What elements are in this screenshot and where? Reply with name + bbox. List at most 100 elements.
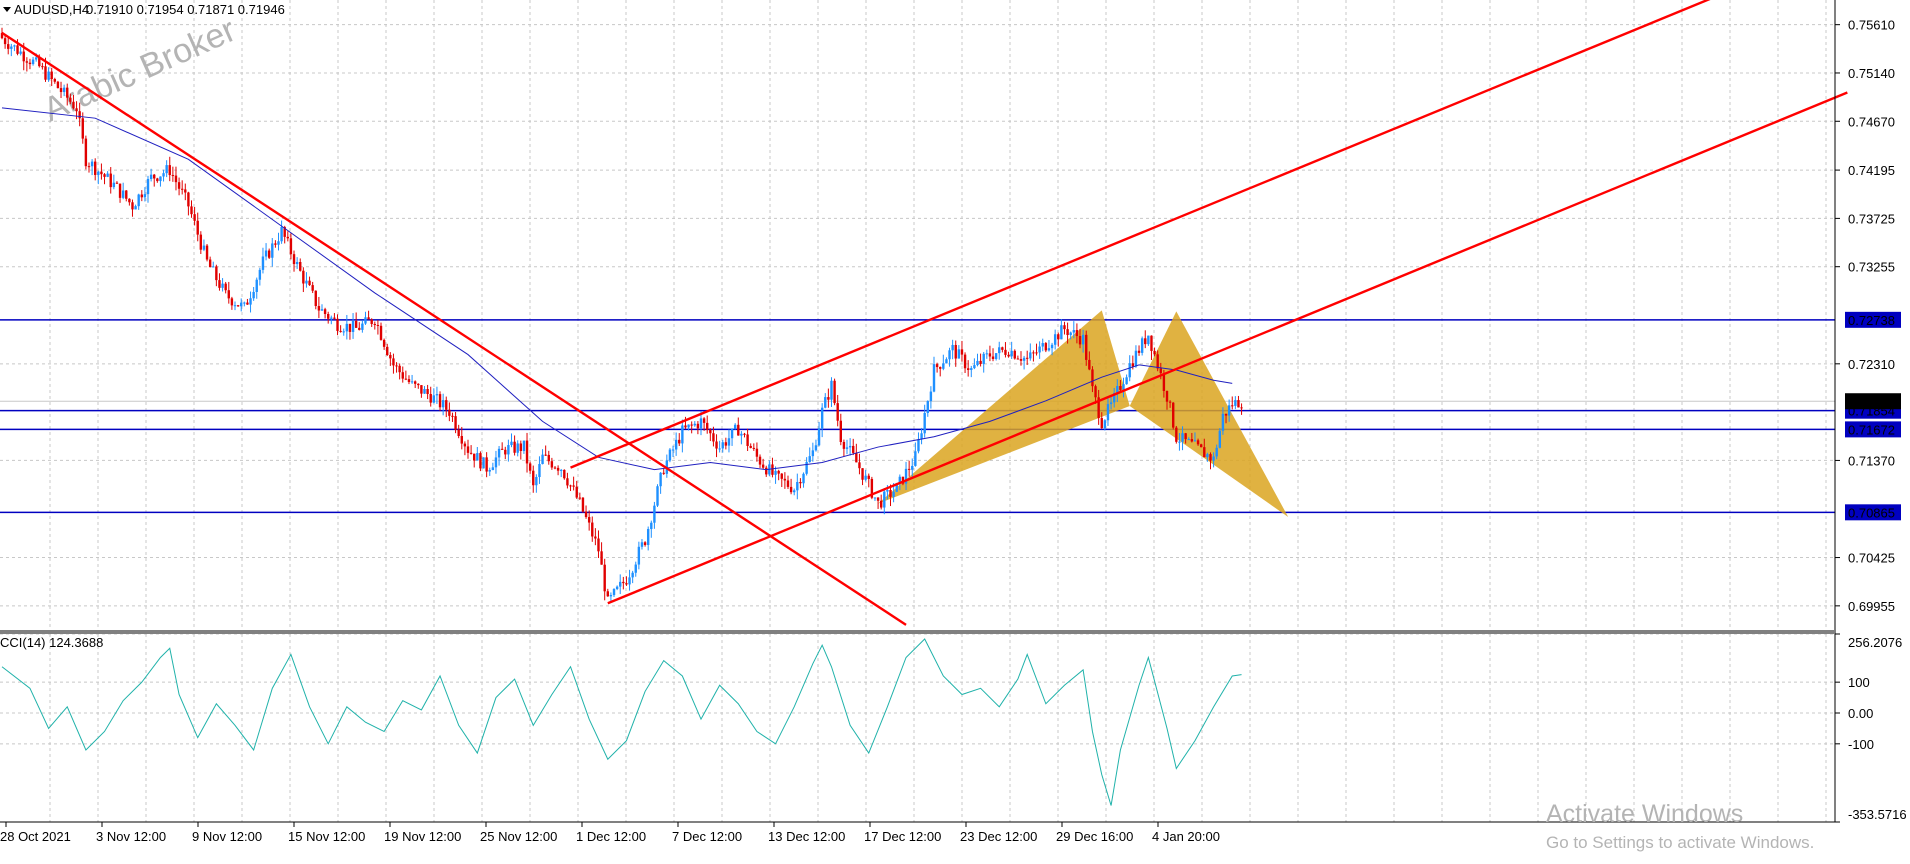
candle-body — [221, 283, 224, 288]
candle-body — [1212, 456, 1215, 461]
candle-body — [407, 379, 411, 383]
time-tick-label: 1 Dec 12:00 — [576, 829, 646, 844]
candle-body — [668, 449, 672, 461]
candle-body — [799, 481, 802, 484]
candle-body — [22, 51, 25, 62]
pane-separator — [0, 630, 1835, 634]
candle-body — [817, 428, 821, 446]
price-axis[interactable]: 0.75610 0.75140 0.74670 0.74195 0.73725 0.732… — [1835, 18, 1901, 614]
candle-body — [1047, 348, 1051, 351]
candle-body — [945, 359, 948, 364]
candle-body — [855, 452, 858, 463]
candle-body — [510, 441, 513, 446]
candle-body — [960, 349, 964, 355]
candle-body — [824, 397, 827, 408]
candle-body — [379, 325, 383, 340]
candle-body — [730, 428, 734, 439]
candle-body — [454, 416, 457, 430]
candle-body — [681, 425, 684, 444]
candle-body — [619, 581, 622, 587]
candle-body — [137, 194, 140, 207]
candle-body — [330, 317, 333, 319]
candle-body — [146, 178, 150, 195]
candle-body — [1159, 368, 1162, 374]
candle-body — [755, 448, 759, 457]
candle-body — [740, 433, 743, 436]
cci-pane[interactable] — [1, 638, 1242, 806]
candle-body — [1237, 400, 1240, 408]
candle-body — [513, 441, 516, 453]
candle-body — [861, 468, 864, 480]
candle-body — [392, 358, 395, 366]
candle-body — [643, 542, 647, 545]
candle-body — [59, 88, 63, 93]
candle-body — [1218, 430, 1222, 448]
candle-body — [323, 309, 327, 314]
candle-body — [678, 439, 681, 444]
candle-body — [1085, 334, 1088, 360]
price-tick-label: 0.74670 — [1848, 114, 1895, 129]
candle-body — [1206, 454, 1209, 458]
candle-body — [727, 438, 731, 446]
candle-body — [923, 412, 926, 434]
price-tick-label: 0.70425 — [1848, 551, 1895, 566]
candle-body — [622, 581, 625, 584]
time-tick-label: 15 Nov 12:00 — [288, 829, 365, 844]
candle-body — [236, 305, 240, 307]
time-axis[interactable]: 28 Oct 2021 3 Nov 12:00 9 Nov 12:00 15 Nov … — [0, 822, 1220, 844]
candle-body — [1231, 405, 1234, 407]
candle-body — [696, 423, 700, 429]
candle-body — [283, 227, 286, 237]
candle-body — [873, 497, 877, 499]
candle-body — [1044, 343, 1048, 351]
candle-body — [267, 250, 271, 258]
candle-body — [277, 241, 280, 245]
candle-body — [314, 290, 317, 307]
candle-body — [1131, 363, 1135, 367]
candle-body — [1066, 329, 1069, 336]
candle-body — [1022, 357, 1026, 361]
candle-body — [1019, 359, 1023, 361]
candle-body — [463, 443, 467, 447]
candle-body — [382, 339, 386, 347]
candle-body — [1122, 384, 1125, 390]
candle-body — [56, 81, 60, 89]
candle-body — [361, 323, 364, 330]
candle-body — [541, 454, 544, 465]
candle-body — [1165, 390, 1169, 402]
candle-body — [1057, 334, 1060, 340]
candle-body — [1187, 439, 1190, 441]
candle-body — [612, 589, 616, 596]
candle-body — [1100, 418, 1103, 429]
time-tick-label: 28 Oct 2021 — [0, 829, 71, 844]
cci-tick-label: 100 — [1848, 675, 1870, 690]
candle-body — [528, 463, 532, 471]
candle-body — [466, 446, 470, 453]
candle-body — [373, 323, 376, 325]
candle-body — [1010, 350, 1013, 357]
level-price-tag — [1845, 421, 1901, 438]
candle-body — [1184, 433, 1187, 440]
candle-body — [674, 439, 678, 450]
candle-body — [348, 323, 352, 332]
candle-body — [327, 313, 330, 319]
candle-body — [131, 202, 134, 210]
trendline — [1, 31, 907, 626]
candle-body — [395, 365, 398, 367]
candle-body — [966, 368, 970, 370]
cci-series-line — [1, 638, 1242, 806]
candle-body — [432, 395, 436, 403]
candle-body — [1041, 343, 1044, 347]
candle-body — [525, 440, 529, 464]
dropdown-triangle-icon[interactable] — [3, 7, 11, 12]
candle-body — [789, 486, 793, 493]
candle-body — [606, 591, 609, 597]
candle-body — [802, 473, 805, 484]
price-pane[interactable]: Arabic Broker — [0, 0, 1848, 626]
candle-body — [16, 45, 19, 54]
candle-body — [1026, 357, 1029, 359]
candle-body — [342, 331, 345, 333]
candle-body — [386, 346, 389, 356]
candle-body — [224, 283, 227, 291]
activate-windows-title: Activate Windows — [1546, 800, 1743, 828]
